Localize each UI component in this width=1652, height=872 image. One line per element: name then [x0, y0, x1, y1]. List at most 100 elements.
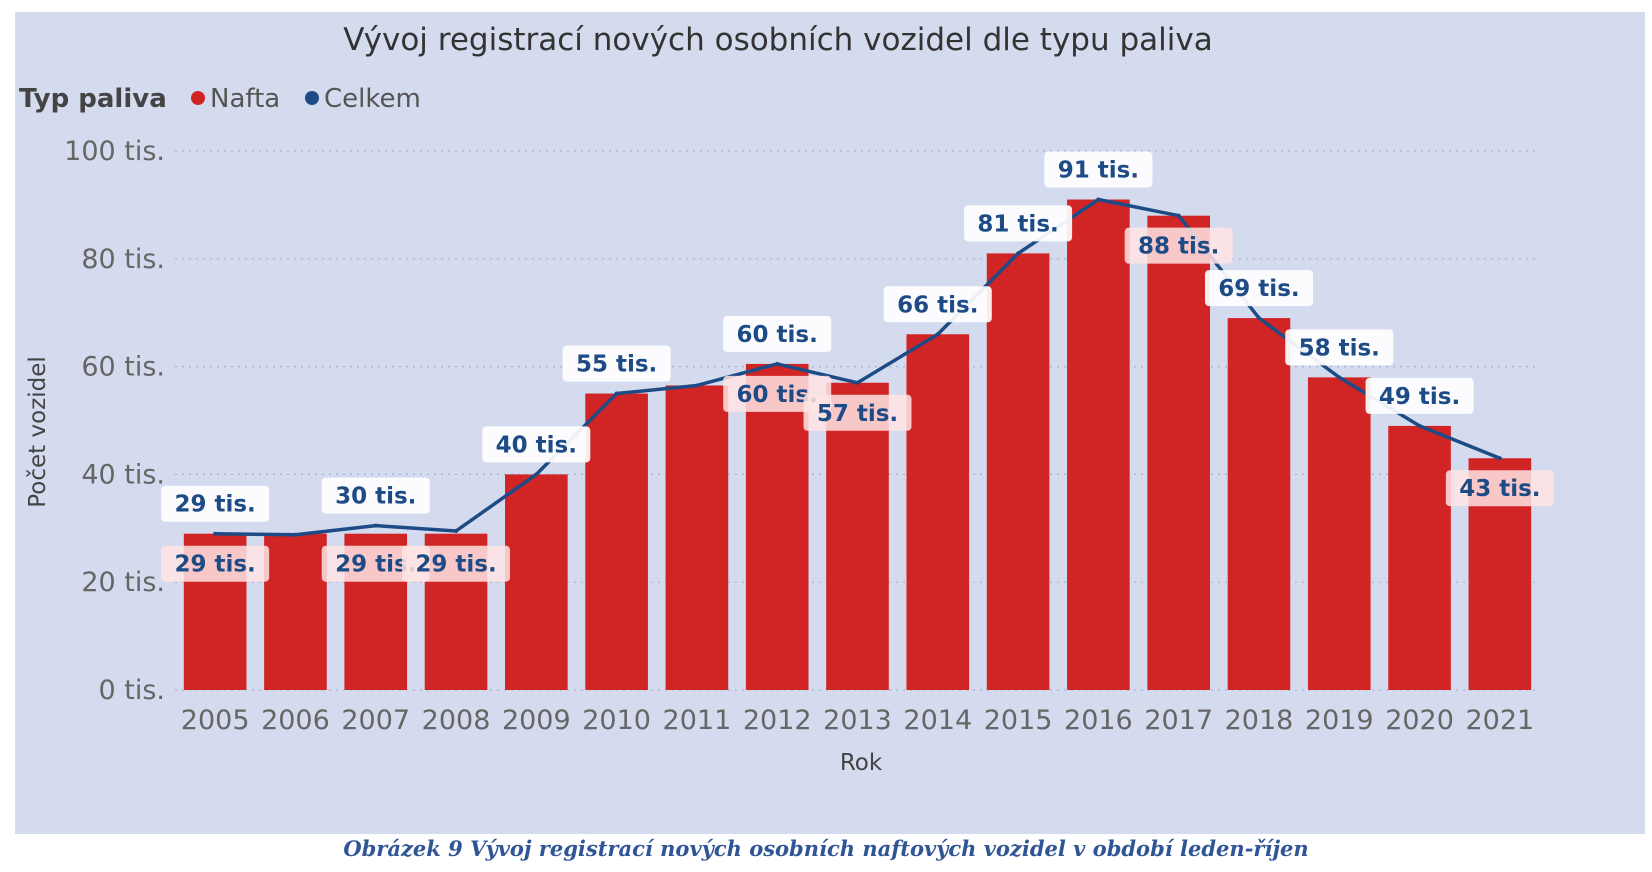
- line-label-2020: 49 tis.: [1365, 377, 1474, 414]
- x-tick-label: 2011: [663, 705, 732, 736]
- bar-label-2021-text: 43 tis.: [1459, 476, 1540, 502]
- line-label-2012-bg: [723, 315, 832, 352]
- line-data-labels: 29 tis. 30 tis. 40 tis. 55 tis. 60 tis. 66 ti…: [161, 151, 1474, 522]
- bar-label-2008: 29 tis.: [402, 545, 511, 582]
- line-point-2008[interactable]: [454, 528, 459, 533]
- bar-2016[interactable]: [1067, 199, 1130, 690]
- x-tick-label: 2016: [1064, 705, 1133, 736]
- line-label-2018-text: 69 tis.: [1218, 276, 1299, 302]
- line-label-2018-bg: [1204, 270, 1313, 307]
- bar-label-2017-bg: [1124, 227, 1233, 264]
- line-point-2021[interactable]: [1497, 456, 1502, 461]
- x-tick-label: 2010: [582, 705, 651, 736]
- legend-marker-nafta: [191, 91, 205, 105]
- x-tick-label: 2013: [823, 705, 892, 736]
- bar-label-2013-bg: [803, 394, 912, 431]
- y-tick-label: 100 tis.: [64, 136, 165, 167]
- line-point-2015[interactable]: [1016, 251, 1021, 256]
- bar-2012[interactable]: [745, 363, 809, 690]
- legend-marker-celkem: [305, 91, 319, 105]
- line-point-2014[interactable]: [935, 332, 940, 337]
- line-label-2020-text: 49 tis.: [1379, 384, 1460, 410]
- line-label-2014: 66 tis.: [883, 286, 992, 323]
- line-label-2014-bg: [883, 286, 992, 323]
- line-label-2005-bg: [161, 485, 270, 522]
- line-label-2009: 40 tis.: [482, 426, 591, 463]
- line-point-2011[interactable]: [694, 383, 699, 388]
- line-point-2019[interactable]: [1337, 375, 1342, 380]
- y-tick-label: 60 tis.: [81, 352, 165, 383]
- line-label-2019-text: 58 tis.: [1299, 335, 1380, 361]
- bar-label-2017: 88 tis.: [1124, 227, 1233, 264]
- bar-2006[interactable]: [264, 533, 327, 690]
- bar-label-2021-bg: [1445, 470, 1554, 507]
- bar-2018[interactable]: [1227, 318, 1291, 690]
- legend: Typ paliva Nafta Celkem: [19, 84, 421, 114]
- bar-2010[interactable]: [585, 393, 648, 690]
- line-point-2016[interactable]: [1096, 197, 1101, 202]
- line-label-2012-text: 60 tis.: [737, 322, 818, 348]
- line-point-2009[interactable]: [534, 472, 539, 477]
- bar-label-2005-bg: [161, 545, 270, 582]
- x-tick-label: 2005: [181, 705, 250, 736]
- line-label-2018: 69 tis.: [1204, 270, 1313, 307]
- legend-title: Typ paliva: [19, 84, 167, 114]
- line-label-2009-text: 40 tis.: [496, 432, 577, 458]
- bar-2009[interactable]: [505, 474, 568, 690]
- x-tick-label: 2014: [903, 705, 972, 736]
- line-label-2007: 30 tis.: [321, 477, 430, 514]
- line-label-2019: 58 tis.: [1285, 329, 1394, 366]
- line-label-2015: 81 tis.: [964, 205, 1073, 242]
- bar-data-labels: 29 tis. 29 tis. 29 tis. 60 tis. 57 tis. 88 ti…: [161, 227, 1554, 582]
- x-axis-ticks: 2005 2006 2007 2008 2009 2010 2011 2012 2013 2014…: [181, 705, 1534, 736]
- y-tick-label: 20 tis.: [81, 567, 165, 598]
- legend-item-celkem[interactable]: Celkem: [324, 84, 421, 114]
- line-point-2018[interactable]: [1256, 316, 1261, 321]
- x-tick-label: 2015: [984, 705, 1053, 736]
- legend-item-nafta[interactable]: Nafta: [210, 84, 280, 114]
- line-point-2010[interactable]: [614, 391, 619, 396]
- bar-label-2005-text: 29 tis.: [174, 552, 255, 578]
- line-label-2005-text: 29 tis.: [174, 492, 255, 518]
- line-label-2007-bg: [321, 477, 430, 514]
- x-tick-label: 2007: [341, 705, 410, 736]
- line-label-2015-bg: [964, 205, 1073, 242]
- line-label-2005: 29 tis.: [161, 485, 270, 522]
- line-label-2016-bg: [1044, 151, 1153, 188]
- bar-label-2013: 57 tis.: [803, 394, 912, 431]
- line-point-2020[interactable]: [1417, 423, 1422, 428]
- figure-caption: Obrázek 9 Vývoj registrací nových osobní…: [343, 836, 1309, 861]
- line-label-2015-text: 81 tis.: [977, 211, 1058, 237]
- x-tick-label: 2017: [1144, 705, 1213, 736]
- y-tick-label: 40 tis.: [81, 459, 165, 490]
- x-tick-label: 2019: [1305, 705, 1374, 736]
- bar-2015[interactable]: [986, 253, 1050, 690]
- bar-label-2005: 29 tis.: [161, 545, 270, 582]
- line-point-2012[interactable]: [775, 361, 780, 366]
- bar-2013[interactable]: [826, 382, 889, 690]
- bar-label-2017-text: 88 tis.: [1138, 234, 1219, 260]
- line-point-2017[interactable]: [1176, 213, 1181, 218]
- bars-nafta: [183, 199, 1532, 690]
- bar-2020[interactable]: [1388, 425, 1451, 690]
- bar-label-2008-text: 29 tis.: [415, 552, 496, 578]
- bar-label-2021: 43 tis.: [1445, 470, 1554, 507]
- line-label-2019-bg: [1285, 329, 1394, 366]
- line-point-2013[interactable]: [855, 380, 860, 385]
- bar-label-2008-bg: [402, 545, 511, 582]
- line-point-2006[interactable]: [293, 532, 298, 537]
- line-label-2007-text: 30 tis.: [335, 484, 416, 510]
- line-point-2005[interactable]: [213, 531, 218, 536]
- line-label-2016-text: 91 tis.: [1058, 158, 1139, 184]
- line-label-2016: 91 tis.: [1044, 151, 1153, 188]
- line-point-2007[interactable]: [373, 523, 378, 528]
- line-label-2012: 60 tis.: [723, 315, 832, 352]
- bar-2011[interactable]: [665, 385, 729, 690]
- chart: Vývoj registrací nových osobních vozidel…: [19, 22, 1554, 776]
- x-tick-label: 2012: [743, 705, 812, 736]
- bar-2019[interactable]: [1307, 377, 1371, 690]
- bar-2017[interactable]: [1147, 215, 1210, 690]
- line-label-2010-text: 55 tis.: [576, 352, 657, 378]
- bar-2014[interactable]: [906, 334, 970, 690]
- line-label-2010-bg: [562, 345, 671, 382]
